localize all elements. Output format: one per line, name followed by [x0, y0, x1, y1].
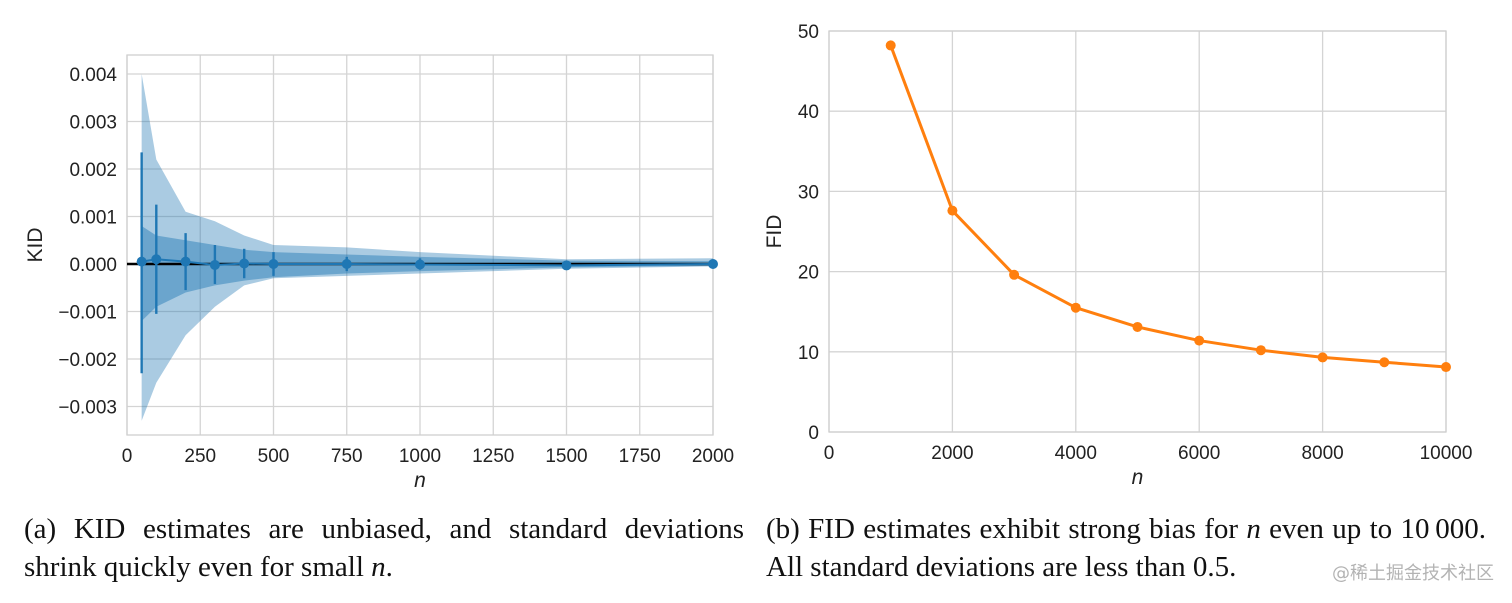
x-tick-label: 1500 [545, 446, 587, 467]
kid-data-point [209, 259, 220, 270]
y-tick-label: 0.002 [69, 160, 117, 181]
y-tick-label: −0.002 [58, 350, 117, 371]
fid-data-point [1132, 321, 1143, 332]
x-tick-label: 10000 [1420, 443, 1473, 464]
x-tick-label: 2000 [692, 446, 734, 467]
kid-chart: 0 250 500 750 1000 1250 1500 1750 2000 0.004 0.003… [24, 54, 734, 492]
y-axis-label: KID [24, 227, 47, 262]
caption-b: (b) FID estimates exhibit strong bias fo… [766, 510, 1486, 586]
fid-data-point [1255, 345, 1266, 356]
x-tick-label: 1250 [472, 446, 514, 467]
x-tick-label: 250 [184, 446, 216, 467]
caption-a-text: KID estimates are unbiased, and standard… [24, 513, 745, 583]
fid-data-point [1441, 362, 1451, 373]
fid-data-point [1009, 269, 1020, 280]
y-axis-label: FID [763, 215, 786, 249]
fid-data-point [1194, 335, 1205, 346]
y-tick-label: 0 [808, 423, 819, 444]
fid-data-point [1317, 352, 1328, 363]
fid-chart: 0 2000 4000 6000 8000 10000 0 10 20 30 40 50 n FID [763, 22, 1473, 489]
fid-data-point [1070, 302, 1081, 313]
x-tick-label: 1000 [399, 446, 441, 467]
y-tick-label: 20 [798, 263, 819, 284]
x-tick-label: 1750 [619, 446, 661, 467]
x-tick-label: 6000 [1178, 443, 1220, 464]
y-tick-label: 40 [798, 102, 819, 123]
fid-series-line [889, 44, 1447, 369]
y-tick-label: −0.001 [58, 303, 117, 324]
plot-frame [126, 54, 714, 436]
x-axis-label: n [414, 469, 426, 492]
y-tick-label: 0.004 [69, 65, 117, 86]
kid-data-point [415, 259, 425, 270]
y-tick-label: 0.000 [69, 255, 117, 276]
y-tick-label: 0.003 [69, 113, 117, 134]
x-tick-label: 2000 [931, 443, 973, 464]
y-tick-label: 30 [798, 182, 819, 203]
y-tick-label: 50 [798, 22, 819, 43]
inner-std-band [141, 226, 713, 321]
kid-data-point [151, 254, 162, 265]
fid-data-point [885, 40, 896, 51]
x-tick-label: 0 [122, 446, 133, 467]
plot-frame [828, 30, 1447, 433]
fid-data-point [947, 205, 958, 216]
y-tick-label: 0.001 [69, 208, 117, 229]
kid-data-point [268, 259, 279, 269]
kid-series-line [141, 258, 714, 267]
watermark: @稀土掘金技术社区 [1332, 563, 1494, 584]
x-tick-label: 500 [258, 446, 290, 467]
caption-b-text-1: FID estimates exhibit strong bias for [808, 513, 1239, 545]
y-tick-label: −0.003 [58, 398, 117, 419]
caption-a: (a) KID estimates are unbiased, and stan… [24, 510, 744, 586]
x-axis-label: n [1132, 466, 1144, 489]
outer-std-band [141, 74, 713, 421]
kid-data-point [341, 259, 352, 269]
y-tick-label: 10 [798, 343, 819, 364]
kid-data-point [136, 256, 147, 267]
caption-a-end: . [385, 551, 393, 583]
fid-data-point [1379, 357, 1390, 368]
kid-data-point [180, 256, 191, 267]
x-tick-label: 8000 [1301, 443, 1343, 464]
kid-data-point [708, 259, 718, 269]
kid-data-point [239, 258, 250, 269]
x-tick-label: 750 [331, 446, 363, 467]
caption-b-var: n [1246, 513, 1261, 545]
x-tick-label: 4000 [1055, 443, 1097, 464]
caption-b-label: (b) [766, 513, 800, 545]
kid-data-point [561, 260, 572, 271]
caption-a-label: (a) [24, 513, 57, 545]
caption-b-text-2: even up to 10 000. All standard deviatio… [766, 513, 1487, 583]
caption-a-var: n [371, 551, 386, 583]
x-tick-label: 0 [824, 443, 835, 464]
